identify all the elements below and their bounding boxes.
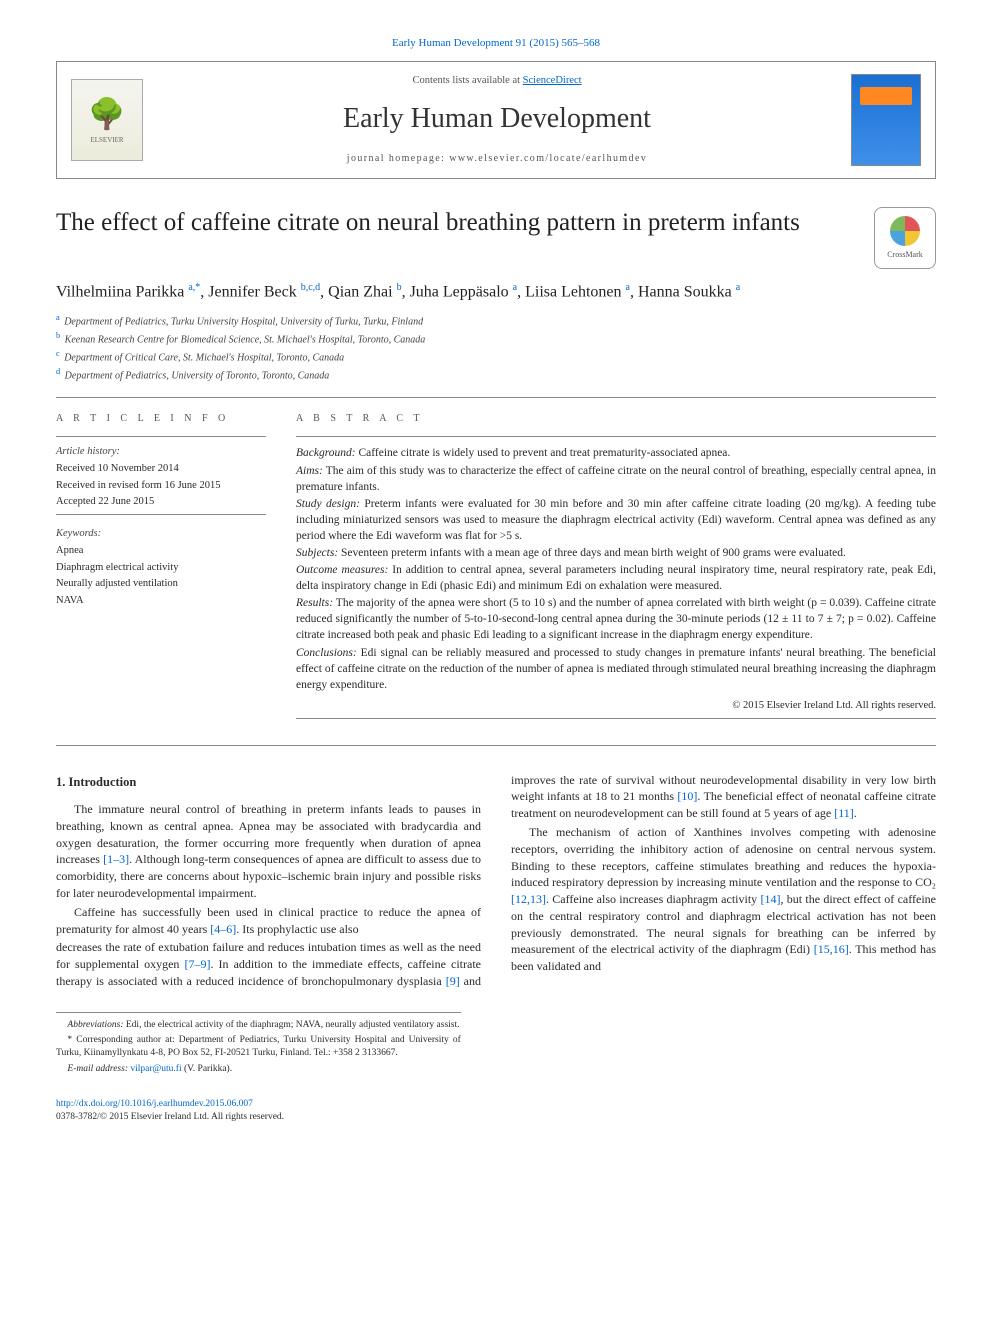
crossmark-label: CrossMark bbox=[887, 249, 923, 260]
elsevier-logo: 🌳 ELSEVIER bbox=[71, 79, 143, 161]
article-title: The effect of caffeine citrate on neural… bbox=[56, 207, 854, 238]
page-footer: http://dx.doi.org/10.1016/j.earlhumdev.2… bbox=[56, 1098, 936, 1125]
abstract-copyright: © 2015 Elsevier Ireland Ltd. All rights … bbox=[296, 699, 936, 714]
ref-link[interactable]: [15,16] bbox=[814, 942, 849, 956]
publisher-label: ELSEVIER bbox=[90, 136, 123, 146]
date-accepted: Accepted 22 June 2015 bbox=[56, 495, 266, 510]
journal-homepage: journal homepage: www.elsevier.com/locat… bbox=[157, 152, 837, 166]
keywords-label: Keywords: bbox=[56, 527, 266, 542]
keyword: Diaphragm electrical activity bbox=[56, 561, 266, 576]
sciencedirect-link[interactable]: ScienceDirect bbox=[523, 75, 582, 86]
abstract-heading: A B S T R A C T bbox=[296, 412, 936, 426]
citation-line: Early Human Development 91 (2015) 565–56… bbox=[56, 36, 936, 51]
article-info-column: A R T I C L E I N F O Article history: R… bbox=[56, 412, 266, 726]
affiliations: a Department of Pediatrics, Turku Univer… bbox=[56, 312, 936, 383]
keyword: Neurally adjusted ventilation bbox=[56, 577, 266, 592]
paragraph: The mechanism of action of Xanthines inv… bbox=[511, 824, 936, 975]
email-footnote: E-mail address: vilpar@utu.fi (V. Parikk… bbox=[56, 1063, 461, 1076]
email-link[interactable]: vilpar@utu.fi bbox=[128, 1064, 182, 1074]
history-label: Article history: bbox=[56, 445, 266, 460]
journal-cover-thumb bbox=[851, 74, 921, 166]
body-columns: 1. Introduction The immature neural cont… bbox=[56, 772, 936, 990]
paragraph: Caffeine has successfully been used in c… bbox=[56, 904, 481, 938]
section-heading: 1. Introduction bbox=[56, 774, 481, 792]
journal-name: Early Human Development bbox=[157, 99, 837, 138]
abstract-column: A B S T R A C T Background: Caffeine cit… bbox=[296, 412, 936, 726]
ref-link[interactable]: [7–9] bbox=[184, 957, 210, 971]
contents-prefix: Contents lists available at bbox=[412, 75, 522, 86]
crossmark-badge[interactable]: CrossMark bbox=[874, 207, 936, 269]
ref-link[interactable]: [14] bbox=[760, 892, 780, 906]
doi-link[interactable]: http://dx.doi.org/10.1016/j.earlhumdev.2… bbox=[56, 1098, 936, 1111]
authors-line: Vilhelmiina Parikka a,*, Jennifer Beck b… bbox=[56, 281, 936, 304]
elsevier-tree-icon: 🌳 bbox=[88, 94, 125, 136]
ref-link[interactable]: [9] bbox=[446, 974, 460, 988]
date-revised: Received in revised form 16 June 2015 bbox=[56, 479, 266, 494]
abstract-body: Background: Caffeine citrate is widely u… bbox=[296, 445, 936, 692]
contents-line: Contents lists available at ScienceDirec… bbox=[157, 74, 837, 89]
ref-link[interactable]: [10] bbox=[677, 789, 697, 803]
crossmark-icon bbox=[890, 216, 920, 246]
issn-line: 0378-3782/© 2015 Elsevier Ireland Ltd. A… bbox=[56, 1111, 936, 1124]
rule bbox=[56, 397, 936, 398]
ref-link[interactable]: [12,13] bbox=[511, 892, 546, 906]
abbrev-footnote: Abbreviations: Edi, the electrical activ… bbox=[56, 1019, 461, 1032]
ref-link[interactable]: [4–6] bbox=[210, 922, 236, 936]
rule bbox=[56, 745, 936, 746]
keyword: NAVA bbox=[56, 594, 266, 609]
article-info-heading: A R T I C L E I N F O bbox=[56, 412, 266, 426]
corresponding-footnote: * Corresponding author at: Department of… bbox=[56, 1034, 461, 1061]
ref-link[interactable]: [1–3] bbox=[103, 852, 129, 866]
keyword: Apnea bbox=[56, 544, 266, 559]
date-received: Received 10 November 2014 bbox=[56, 462, 266, 477]
masthead-center: Contents lists available at ScienceDirec… bbox=[157, 74, 837, 166]
ref-link[interactable]: [11] bbox=[834, 806, 854, 820]
footnotes: Abbreviations: Edi, the electrical activ… bbox=[56, 1012, 461, 1076]
paragraph: The immature neural control of breathing… bbox=[56, 801, 481, 902]
masthead: 🌳 ELSEVIER Contents lists available at S… bbox=[56, 61, 936, 179]
